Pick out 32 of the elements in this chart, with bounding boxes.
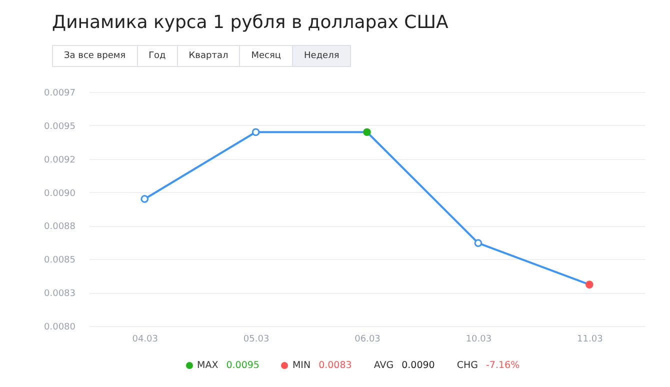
text: AVG	[374, 360, 394, 371]
y-tick-label: 0.0083	[44, 289, 76, 300]
text: CHG	[456, 360, 478, 371]
y-tick-label: 0.0085	[44, 256, 76, 266]
text: Неделя	[293, 46, 350, 66]
text: Месяц	[240, 46, 294, 66]
y-tick-label: 0.0088	[44, 222, 76, 232]
text: Квартал	[178, 46, 240, 66]
text: 0.0090	[402, 360, 435, 371]
y-tick-label: 0.0097	[44, 88, 76, 98]
point	[140, 195, 149, 203]
point	[363, 128, 371, 136]
point	[585, 280, 594, 288]
text: Год	[138, 46, 178, 66]
x-tick-label: 04.03	[132, 334, 158, 344]
text: За все время	[53, 46, 138, 66]
x-tick-label: 05.03	[243, 334, 270, 344]
text: -7.16%	[486, 360, 520, 371]
y-tick-label: 0.0092	[44, 155, 76, 166]
x-tick-label: 10.03	[466, 334, 492, 344]
text: MIN	[292, 360, 311, 371]
text: MAX	[197, 360, 218, 371]
x-tick-label: 11.03	[577, 334, 603, 344]
point	[252, 128, 260, 136]
x-tick-label: 06.03	[354, 334, 380, 344]
y-tick-label: 0.0090	[44, 188, 76, 199]
y-tick-label: 0.0095	[44, 122, 76, 132]
text: 0.0095	[226, 360, 260, 371]
y-tick-label: 0.0080	[44, 322, 76, 332]
point	[474, 239, 482, 248]
chart-title: Динамика курса 1 рубля в долларах США	[52, 12, 448, 33]
text: 0.0083	[318, 360, 352, 371]
